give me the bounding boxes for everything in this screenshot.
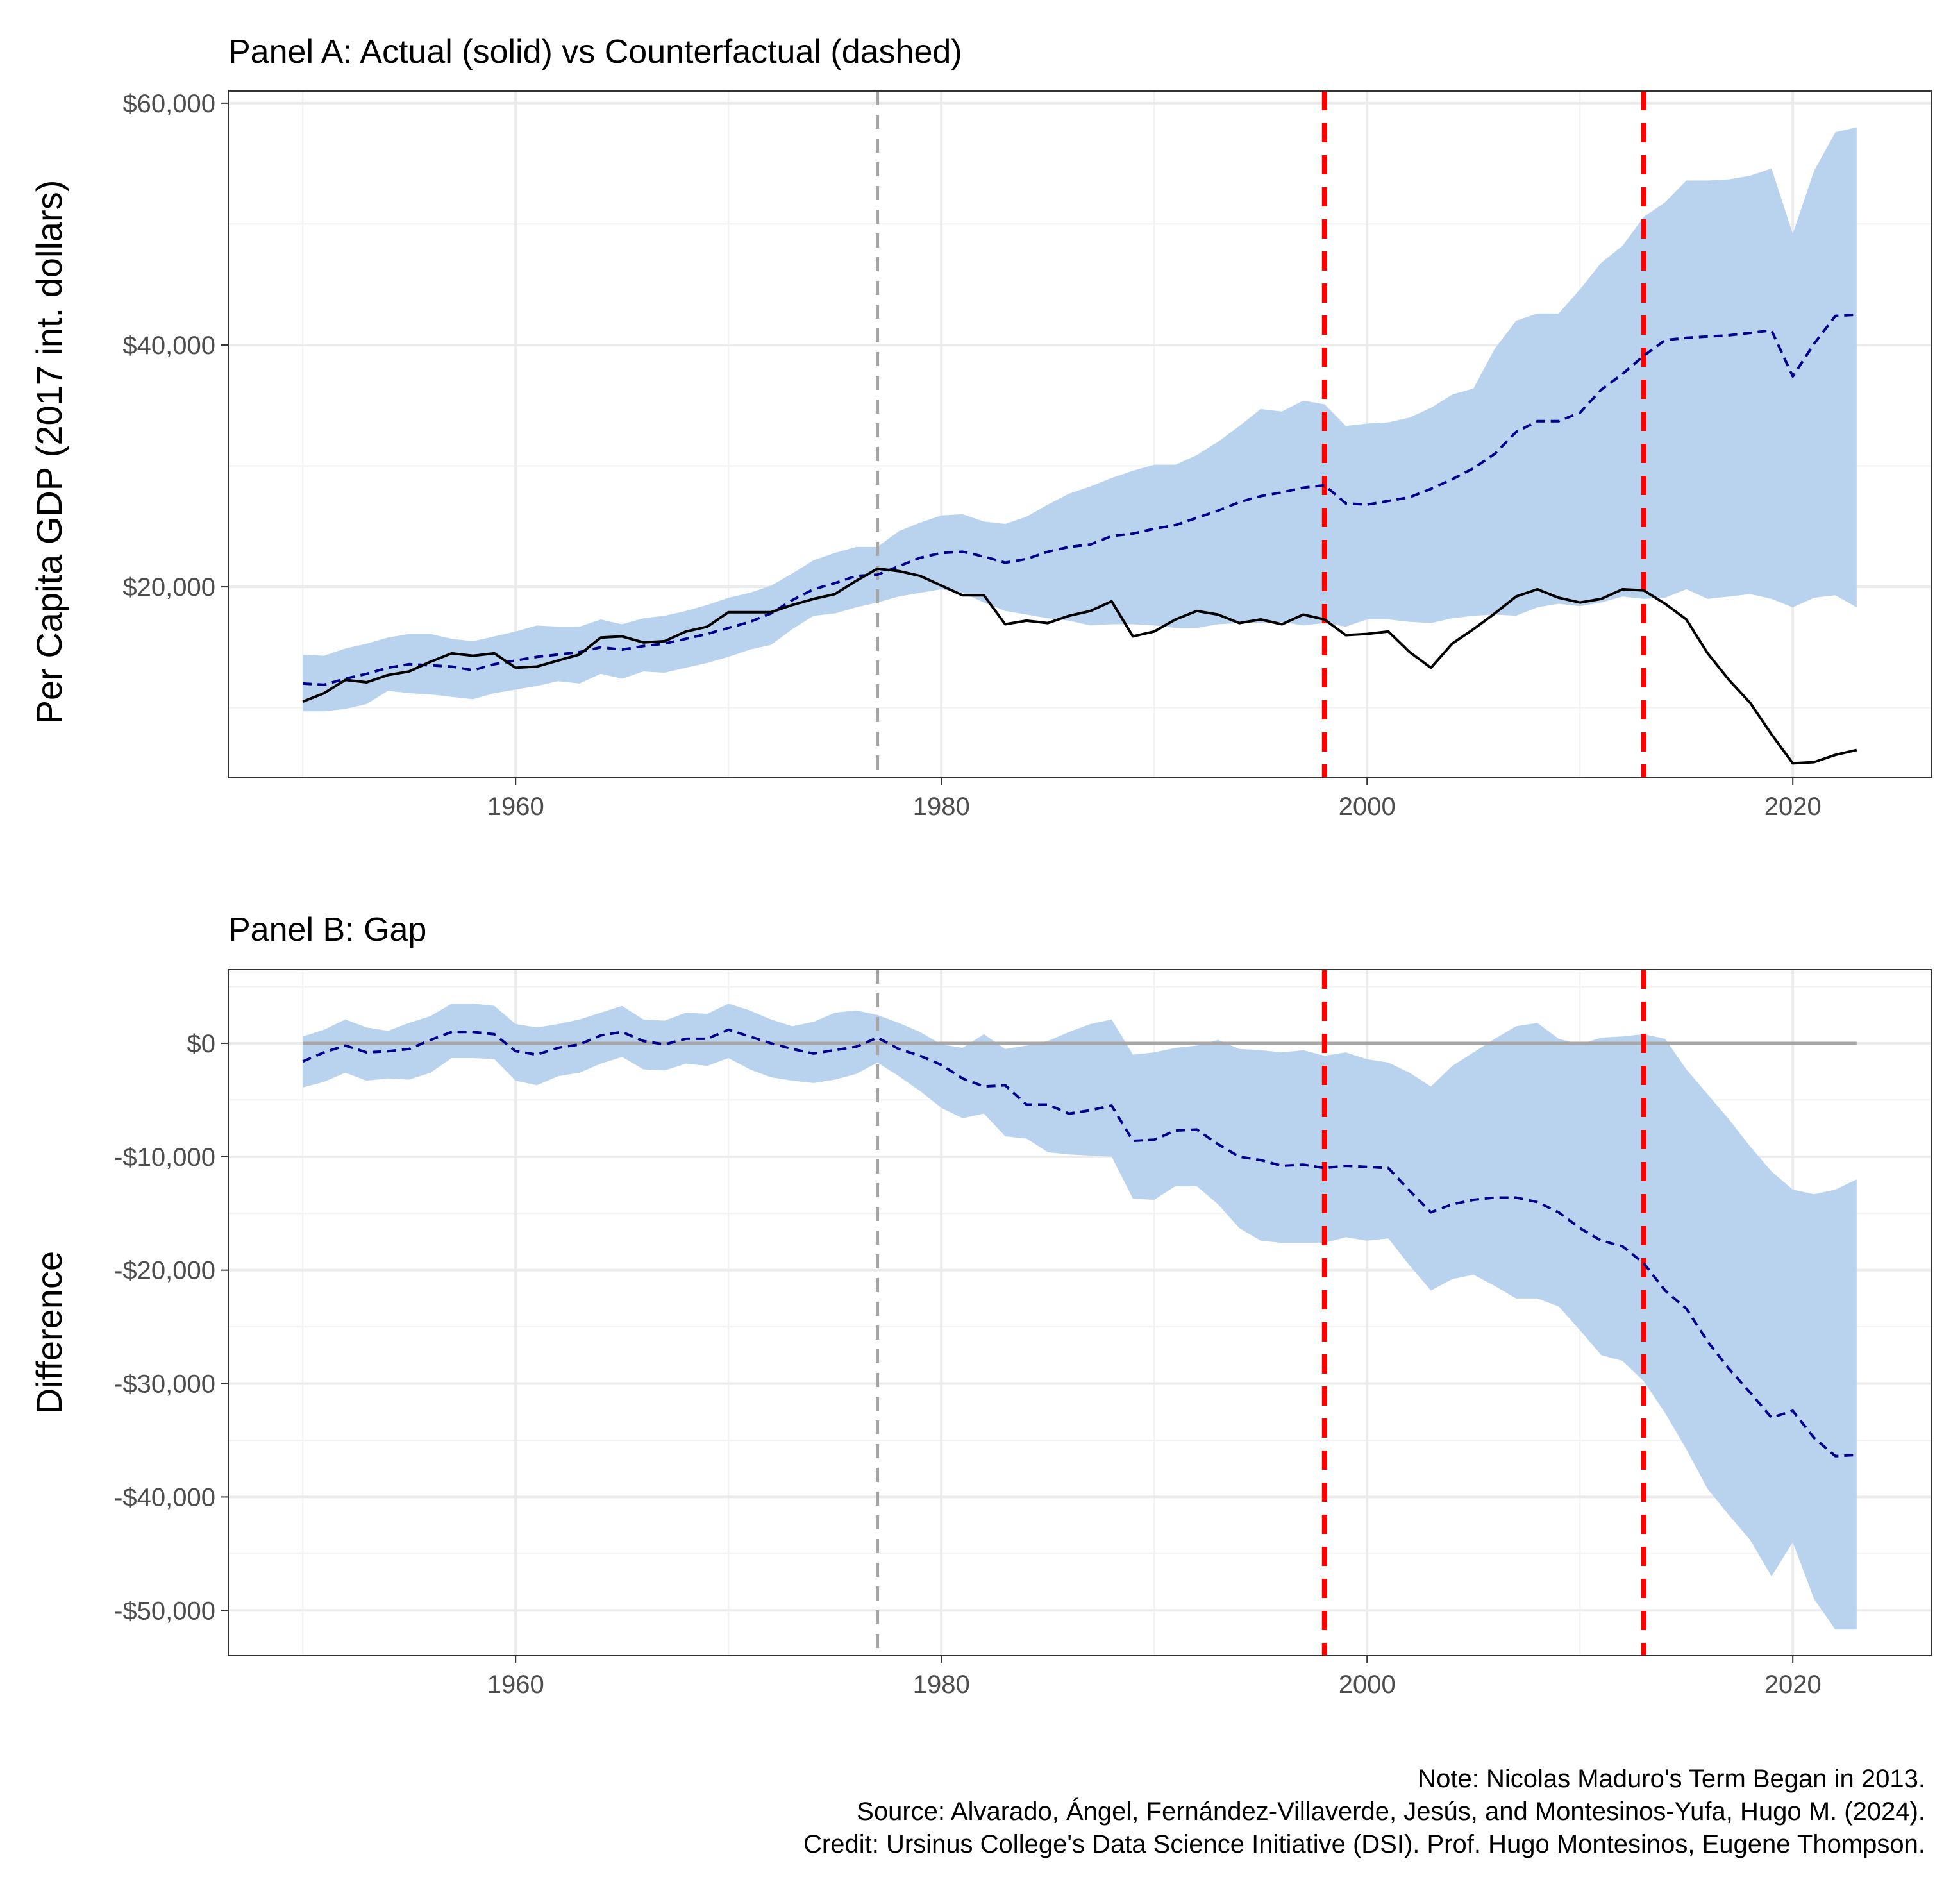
- caption-credit: Credit: Ursinus College's Data Science I…: [803, 1830, 1925, 1858]
- x-tick-label: 2000: [1339, 1670, 1396, 1699]
- panel-b-plot-area: [228, 969, 1932, 1656]
- caption: Note: Nicolas Maduro's Term Began in 201…: [803, 1765, 1925, 1858]
- x-tick-label: 2020: [1764, 1670, 1822, 1699]
- gap-series-line: [302, 1028, 1857, 1458]
- panel-a-y-axis-title: Per Capita GDP (2017 int. dollars): [29, 180, 69, 725]
- x-tick-label: 1960: [487, 1670, 544, 1699]
- y-tick-label: -$40,000: [114, 1483, 215, 1511]
- x-tick-label: 1980: [913, 793, 970, 821]
- counterfactual-series-line: [303, 313, 1857, 686]
- y-tick-label: -$10,000: [114, 1143, 215, 1172]
- x-tick-label: 1980: [913, 1670, 970, 1699]
- confidence-band: [303, 1004, 1857, 1630]
- panel-a-plot-area: [228, 90, 1932, 778]
- x-tick-label: 2000: [1339, 793, 1396, 821]
- panel-a: Panel A: Actual (solid) vs Counterfactua…: [29, 33, 1932, 821]
- y-tick-label: -$50,000: [114, 1597, 215, 1625]
- panel-b-title: Panel B: Gap: [228, 911, 426, 948]
- plot-border: [228, 90, 1932, 778]
- plot-border: [228, 969, 1932, 1656]
- y-tick-label: $20,000: [122, 573, 215, 602]
- x-tick-label: 1960: [487, 793, 544, 821]
- y-tick-label: $40,000: [122, 332, 215, 360]
- y-tick-label: -$30,000: [114, 1370, 215, 1399]
- confidence-band: [303, 127, 1857, 712]
- caption-note: Note: Nicolas Maduro's Term Began in 201…: [1418, 1765, 1925, 1793]
- panel-a-title: Panel A: Actual (solid) vs Counterfactua…: [228, 33, 962, 71]
- panel-b-y-axis-title: Difference: [29, 1251, 69, 1414]
- actual-series-line: [302, 567, 1857, 765]
- y-tick-label: -$20,000: [114, 1257, 215, 1285]
- y-tick-label: $0: [187, 1030, 216, 1058]
- y-tick-label: $60,000: [122, 90, 215, 118]
- caption-source: Source: Alvarado, Ángel, Fernández-Villa…: [857, 1797, 1925, 1826]
- x-tick-label: 2020: [1764, 793, 1822, 821]
- panel-b: Panel B: Gap Difference -$50,000 -$40,000…: [29, 911, 1932, 1699]
